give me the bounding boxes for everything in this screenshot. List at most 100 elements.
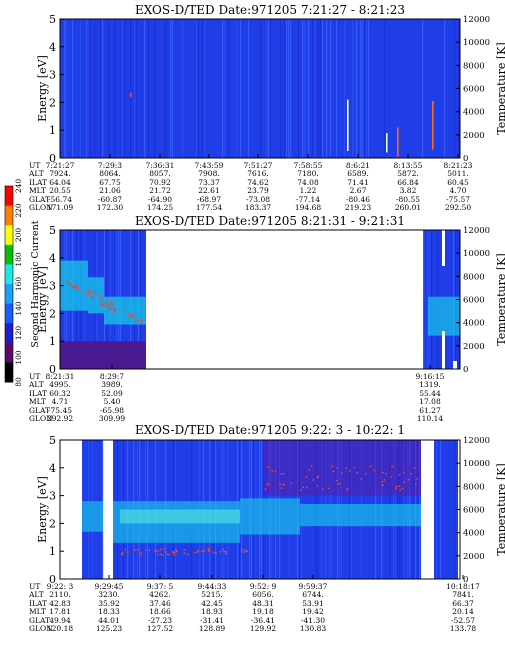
temperature-point — [157, 550, 159, 552]
spectrogram-streak — [268, 19, 270, 158]
spectrogram-streak — [352, 19, 354, 158]
energy-band — [428, 296, 460, 336]
table-cell-mlt: 22.61 — [198, 186, 219, 195]
table-cell-ilat: 66.84 — [397, 178, 419, 187]
temperature-point — [93, 291, 95, 293]
temperature-point — [383, 479, 386, 481]
table-cell-glon: 129.92 — [250, 624, 276, 633]
temperature-point — [101, 297, 103, 299]
data-gap — [453, 361, 457, 369]
row-label-mlt: MLT — [29, 607, 46, 616]
y2-tick-label: 2000 — [463, 552, 485, 562]
y-tick-label: 2 — [49, 96, 56, 109]
spectrogram-streak — [196, 19, 198, 158]
colorbar-tick-label: 100 — [14, 350, 23, 365]
table-cell-glat: -77.14 — [296, 195, 320, 204]
table-cell-mlt: 19.18 — [252, 607, 274, 616]
y-tick-label: 3 — [49, 280, 56, 293]
y2-tick-label: 4000 — [463, 529, 485, 539]
spectrogram-streak — [322, 19, 324, 158]
table-cell-glat: -80.46 — [346, 195, 370, 204]
temperature-point — [336, 480, 338, 482]
temperature-point — [316, 477, 319, 479]
table-cell-ut: 9:44:33 — [198, 582, 227, 591]
table-cell-ilat: 73.37 — [198, 178, 220, 187]
table-cell-ilat: 53.91 — [302, 599, 323, 608]
temperature-point — [267, 466, 269, 468]
y2-tick-label: 10000 — [463, 38, 490, 48]
temperature-point — [144, 548, 147, 551]
spectrogram-streak — [454, 440, 456, 579]
spectrogram-panel-2: EXOS-D/TED Date:971205 8:21:31 - 9:21:31… — [28, 214, 505, 423]
y-tick-label: 5 — [49, 13, 56, 26]
table-cell-alt: 2110. — [49, 590, 70, 599]
spectrogram-streak — [114, 19, 116, 158]
y2-tick-label: 6000 — [463, 506, 485, 516]
colorbar-segment — [5, 264, 13, 285]
energy-band — [82, 501, 103, 532]
table-cell-glon: 130.83 — [300, 624, 326, 633]
temperature-point — [107, 299, 109, 302]
table-cell-glat: -80.55 — [396, 195, 420, 204]
temperature-point — [135, 320, 137, 323]
spectrogram-streak — [240, 19, 242, 158]
temperature-point — [140, 319, 143, 322]
spectrogram-streak — [436, 440, 438, 579]
temperature-point — [241, 550, 243, 552]
temperature-point — [108, 307, 110, 310]
colorbar-tick-label: 80 — [14, 377, 23, 387]
spectrogram-streak — [288, 19, 290, 158]
spectrogram-streak — [170, 19, 172, 158]
temperature-point — [163, 547, 166, 550]
table-cell-alt: 6744. — [302, 590, 323, 599]
row-label-mlt: MLT — [29, 397, 46, 406]
temperature-point — [110, 301, 112, 304]
energy-band — [300, 503, 421, 527]
table-cell-ut: 8:6:21 — [346, 161, 370, 170]
table-cell-ilat: 48.31 — [252, 599, 273, 608]
spectrogram-streak — [64, 19, 66, 158]
colorbar-segment — [5, 225, 13, 246]
spectrogram-streak — [298, 19, 300, 158]
temperature-point — [340, 472, 343, 475]
spectrogram-streak — [122, 19, 124, 158]
row-label-ilat: ILAT — [29, 599, 47, 608]
temperature-point — [160, 548, 162, 551]
table-cell-mlt: 21.06 — [99, 186, 121, 195]
temperature-point — [264, 488, 267, 490]
table-cell-ut: 10:18:17 — [446, 582, 480, 591]
colorbar: 80 100 120 140 160 180 200 220 240 Second Harmoni… — [4, 179, 41, 387]
temperature-point — [104, 305, 106, 307]
panel-title: EXOS-D/TED Date:971205 9:22: 3 - 10:22: … — [135, 423, 405, 437]
y2-axis-label: Temperature [K] — [495, 253, 505, 345]
temperature-point — [127, 313, 130, 315]
temperature-point — [102, 303, 104, 305]
colorbar-segment — [5, 303, 13, 324]
temperature-point — [90, 291, 92, 293]
temperature-point — [225, 553, 227, 555]
spectrogram-streak — [172, 19, 174, 158]
temperature-point — [316, 485, 318, 487]
temperature-point — [183, 552, 186, 555]
temperature-point — [280, 473, 283, 475]
temperature-point — [91, 297, 93, 299]
row-label-glon: GLON — [29, 624, 53, 633]
y2-tick-label: 6000 — [463, 85, 485, 95]
temperature-point — [127, 551, 129, 553]
table-cell-mlt: 17.08 — [419, 397, 441, 406]
temperature-point — [415, 483, 417, 485]
temperature-point — [201, 550, 203, 552]
table-cell-mlt: 18.93 — [201, 607, 223, 616]
temperature-point — [131, 313, 134, 315]
temperature-point — [137, 549, 139, 551]
row-label-ilat: ILAT — [29, 389, 47, 398]
panel-title: EXOS-D/TED Date:971205 7:21:27 - 8:21:23 — [135, 3, 405, 17]
temperature-point — [402, 471, 405, 474]
table-cell-glat: -27.23 — [148, 616, 172, 625]
temperature-point — [410, 473, 412, 475]
energy-band — [88, 277, 104, 314]
spectrogram-streak — [270, 19, 272, 158]
temperature-point — [122, 551, 124, 554]
table-cell-glon: 260.01 — [395, 203, 421, 212]
table-cell-alt: 8057. — [149, 169, 170, 178]
